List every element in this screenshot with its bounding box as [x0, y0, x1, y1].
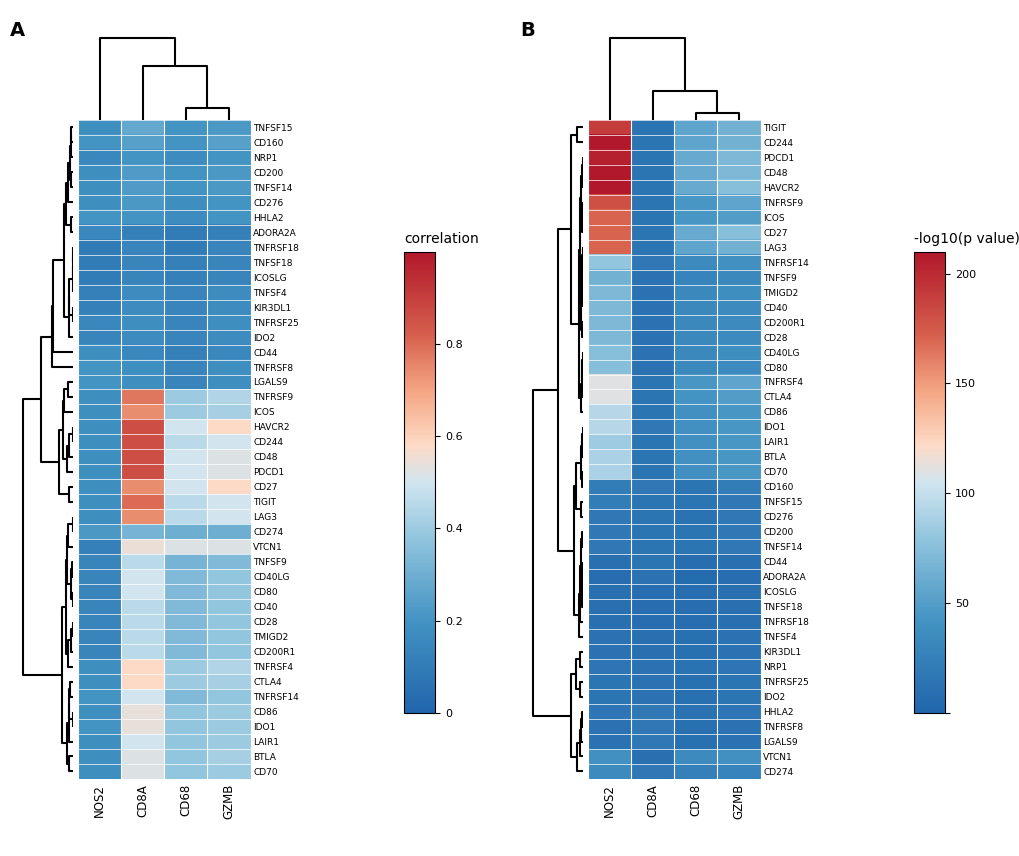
Text: B: B: [520, 21, 534, 40]
Text: A: A: [10, 21, 25, 40]
Text: correlation: correlation: [404, 232, 478, 247]
Text: -log10(p value): -log10(p value): [913, 232, 1019, 247]
